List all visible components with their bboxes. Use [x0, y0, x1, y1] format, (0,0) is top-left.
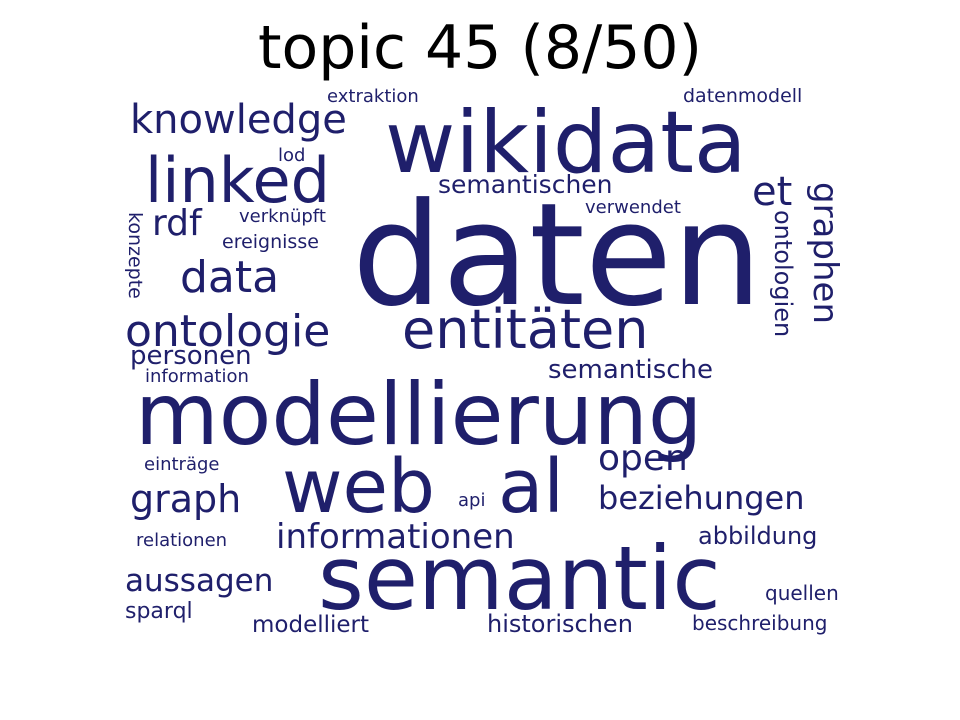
wordcloud-word-al: al — [498, 444, 564, 530]
wordcloud-word-graphen: graphen — [805, 182, 845, 324]
wordcloud-word-beziehungen: beziehungen — [598, 479, 805, 517]
wordcloud-word-semantischen: semantischen — [438, 170, 613, 199]
wordcloud-word-quellen: quellen — [765, 581, 839, 605]
wordcloud-word-historischen: historischen — [487, 610, 633, 638]
wordcloud-word-rdf: rdf — [152, 203, 202, 244]
wordcloud-word-data: data — [180, 252, 280, 303]
wordcloud-word-semantische: semantische — [548, 355, 714, 385]
wordcloud-word-einträge: einträge — [144, 454, 220, 475]
wordcloud-word-sparql: sparql — [125, 599, 193, 624]
wordcloud-word-graph: graph — [130, 477, 242, 521]
wordcloud-word-aussagen: aussagen — [125, 563, 274, 599]
wordcloud-word-relationen: relationen — [136, 530, 228, 551]
wordcloud-word-personen: personen — [130, 341, 252, 371]
wordcloud-word-modellierung: modellierung — [135, 365, 703, 465]
wordcloud-word-datenmodell: datenmodell — [683, 85, 803, 107]
wordcloud-word-wikidata: wikidata — [385, 93, 747, 193]
wordcloud-word-lod: lod — [278, 145, 306, 166]
wordcloud-word-konzepte: konzepte — [124, 212, 146, 299]
wordcloud-word-semantic: semantic — [318, 527, 721, 630]
wordcloud-word-information: information — [145, 366, 249, 387]
wordcloud-word-api: api — [458, 490, 486, 511]
wordcloud-word-daten: daten — [352, 173, 763, 338]
wordcloud-word-verknüpft: verknüpft — [239, 206, 326, 227]
wordcloud-word-abbildung: abbildung — [698, 522, 818, 550]
wordcloud-word-beschreibung: beschreibung — [692, 611, 828, 635]
wordcloud-word-ontologien: ontologien — [769, 210, 797, 338]
wordcloud-word-open: open — [598, 438, 688, 479]
wordcloud-word-knowledge: knowledge — [130, 97, 347, 143]
wordcloud-word-ontologie: ontologie — [125, 306, 331, 357]
wordcloud-title: topic 45 (8/50) — [257, 13, 703, 83]
wordcloud-word-verwendet: verwendet — [585, 197, 681, 218]
wordcloud-word-extraktion: extraktion — [327, 86, 419, 107]
wordcloud-word-ereignisse: ereignisse — [222, 231, 319, 253]
wordcloud-word-entitäten: entitäten — [402, 298, 649, 361]
wordcloud-word-informationen: informationen — [276, 517, 515, 557]
wordcloud-word-linked: linked — [145, 144, 330, 217]
wordcloud-word-et: et — [752, 169, 793, 215]
wordcloud-word-modelliert: modelliert — [252, 612, 370, 638]
wordcloud-word-web: web — [282, 444, 436, 530]
